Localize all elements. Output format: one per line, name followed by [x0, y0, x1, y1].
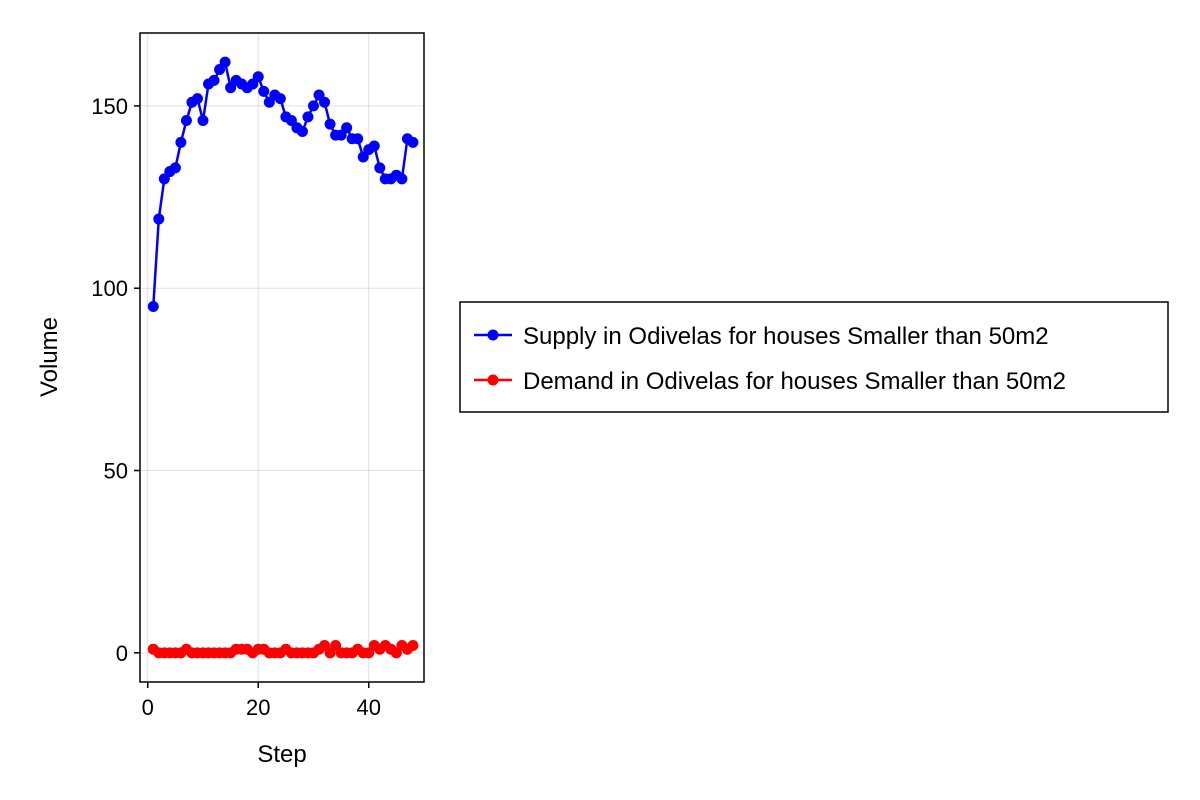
data-point	[352, 133, 364, 145]
plot-background	[140, 33, 424, 682]
x-tick-label: 40	[357, 695, 381, 720]
data-point	[175, 136, 187, 148]
legend-marker-supply	[487, 329, 499, 341]
data-point	[191, 93, 203, 105]
y-tick-label: 100	[91, 276, 128, 301]
data-point	[169, 162, 181, 174]
data-point	[302, 111, 314, 123]
data-point	[180, 115, 192, 127]
legend-marker-demand	[487, 374, 499, 386]
data-point	[252, 71, 264, 83]
y-tick-label: 150	[91, 94, 128, 119]
y-tick-label: 0	[116, 641, 128, 666]
y-tick-label: 50	[104, 459, 128, 484]
x-tick-label: 0	[142, 695, 154, 720]
series-demand	[147, 640, 419, 659]
data-point	[374, 162, 386, 174]
data-point	[324, 118, 336, 130]
series-supply	[147, 56, 419, 312]
x-tick-label: 20	[246, 695, 270, 720]
data-point	[153, 213, 165, 225]
legend-frame	[459, 301, 1169, 413]
data-point	[197, 115, 209, 127]
axis-ticks: 0 20 40 0 50 100 150	[91, 94, 381, 720]
data-point	[296, 125, 308, 137]
data-point	[407, 136, 419, 148]
legend: Supply in Odivelas for houses Smaller th…	[459, 301, 1169, 413]
data-point	[147, 300, 159, 312]
grid-lines	[140, 33, 424, 682]
data-point	[368, 140, 380, 152]
x-axis-title: Step	[257, 741, 306, 768]
data-point	[307, 100, 319, 112]
legend-label-demand: Demand in Odivelas for houses Smaller th…	[523, 368, 1066, 395]
y-axis-title: Volume	[36, 317, 63, 397]
data-point	[274, 93, 286, 105]
legend-label-supply: Supply in Odivelas for houses Smaller th…	[523, 323, 1049, 350]
data-point	[219, 56, 231, 68]
data-point	[407, 640, 419, 652]
data-point	[396, 173, 408, 185]
data-point	[258, 85, 270, 97]
data-point	[341, 122, 353, 134]
data-point	[319, 96, 331, 108]
data-point	[208, 74, 220, 86]
series-layer	[147, 56, 419, 659]
plot-frame	[139, 32, 425, 683]
